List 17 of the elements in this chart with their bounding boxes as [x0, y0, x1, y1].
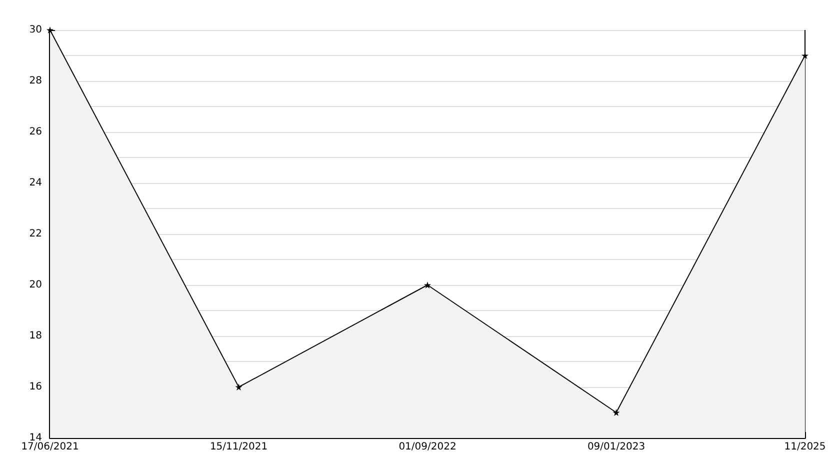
- point: [235, 384, 242, 390]
- x-tick-label: 09/01/2023: [587, 442, 646, 452]
- x-tick-label: 15/11/2021: [210, 442, 268, 452]
- x-tick-label: 01/09/2022: [398, 442, 456, 452]
- y-tick-label: 14: [29, 432, 42, 444]
- y-tick-label: 30: [29, 24, 42, 36]
- y-tick-label: 20: [29, 280, 42, 290]
- y-tick-label: 24: [29, 178, 42, 188]
- y-tick-label: 28: [29, 76, 42, 86]
- y-tick-label: 16: [29, 382, 42, 392]
- y-tick-label: 18: [29, 330, 42, 342]
- point: [612, 409, 620, 416]
- x-tick-label: 17/06/2021: [21, 442, 79, 452]
- y-tick-label: 26: [29, 126, 42, 138]
- x-tick-label: 11/2025: [784, 442, 826, 452]
- y-tick-label: 22: [29, 228, 42, 240]
- point: [424, 282, 431, 288]
